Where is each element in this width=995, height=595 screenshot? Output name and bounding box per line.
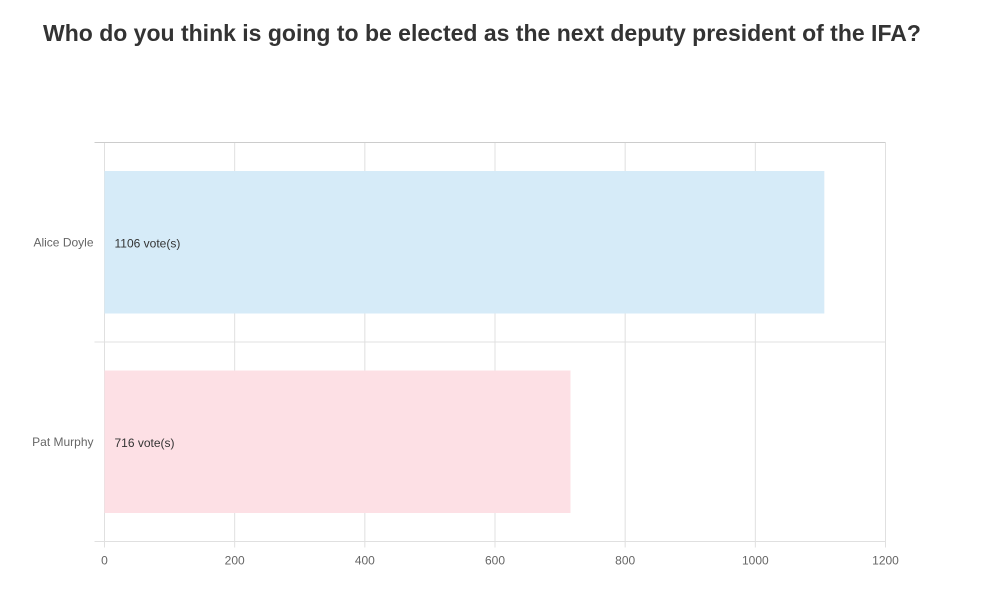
category-label: Pat Murphy [32,435,93,449]
bar-value-label: 1106 vote(s) [115,236,181,250]
x-tick-label: 1000 [742,554,769,568]
x-tick-label: 600 [485,554,505,568]
x-tick-label: 0 [101,554,108,568]
bar [104,171,825,314]
x-tick-label: 400 [355,554,375,568]
x-tick-label: 800 [615,554,635,568]
bar-value-label: 716 vote(s) [115,436,175,450]
category-label: Alice Doyle [33,235,93,249]
x-tick-label: 200 [225,554,245,568]
label-layer: 0 200 400 600 800 1000 1200 Alice Doyle 1106 vot… [32,235,899,567]
bar [104,370,571,513]
x-tick-label: 1200 [872,554,899,568]
bar-layer [104,171,825,513]
chart-title: Who do you think is going to be elected … [43,20,921,46]
